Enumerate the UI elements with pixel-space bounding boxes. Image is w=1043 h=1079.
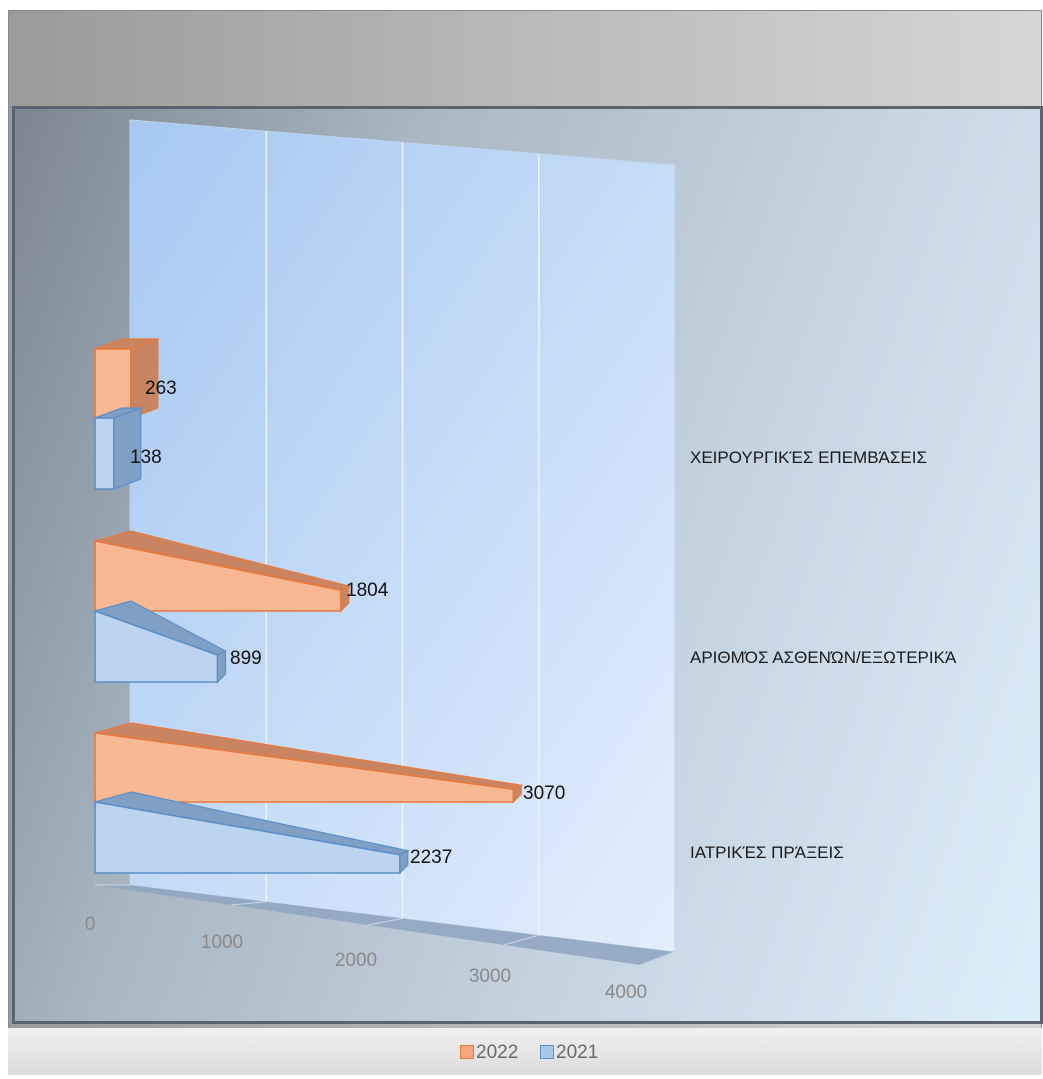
x-tick-label: 1000 xyxy=(201,932,243,953)
bar-2021-side xyxy=(113,407,142,490)
floor-gridline xyxy=(639,951,676,966)
x-tick-label: 2000 xyxy=(335,950,377,971)
legend-item-2022[interactable]: 2022 xyxy=(460,1042,518,1064)
floor xyxy=(95,885,675,965)
data-label-2022: 263 xyxy=(145,378,177,399)
category-label: ΙΑΤΡΙΚΈΣ ΠΡΆΞΕΙΣ xyxy=(690,843,844,862)
bar-2022-side xyxy=(130,338,159,419)
bar-2021-side xyxy=(216,650,227,684)
legend-label-2022: 2022 xyxy=(476,1042,519,1063)
legend-item-2021[interactable]: 2021 xyxy=(540,1042,598,1064)
data-label-2022: 3070 xyxy=(523,783,565,804)
legend-bar xyxy=(8,1028,1042,1075)
x-tick-label: 0 xyxy=(85,914,96,935)
floor-gridline xyxy=(231,901,267,906)
floor-gridline xyxy=(367,918,403,926)
legend-swatch-2021 xyxy=(540,1045,554,1059)
floor-gridline xyxy=(503,934,539,946)
bar-2021-side xyxy=(399,849,409,875)
legend-swatch-2022 xyxy=(460,1045,474,1059)
x-tick-label: 4000 xyxy=(605,982,647,1003)
legend-label-2021: 2021 xyxy=(556,1042,599,1063)
bar-2022-side xyxy=(512,784,522,804)
category-label: ΑΡΙΘΜΌΣ ΑΣΘΕΝΏΝ/ΕΞΩΤΕΡΙΚΆ xyxy=(690,648,957,667)
data-label-2022: 1804 xyxy=(346,580,389,601)
data-label-2021: 138 xyxy=(130,447,162,468)
data-label-2021: 2237 xyxy=(410,847,452,868)
bar-2022-side xyxy=(340,585,350,613)
data-label-2021: 899 xyxy=(230,648,262,669)
category-label: ΧΕΙΡΟΥΡΓΙΚΈΣ ΕΠΕΜΒΆΣΕΙΣ xyxy=(690,448,927,467)
bar-2021 xyxy=(94,417,115,490)
x-tick-label: 3000 xyxy=(469,966,511,987)
